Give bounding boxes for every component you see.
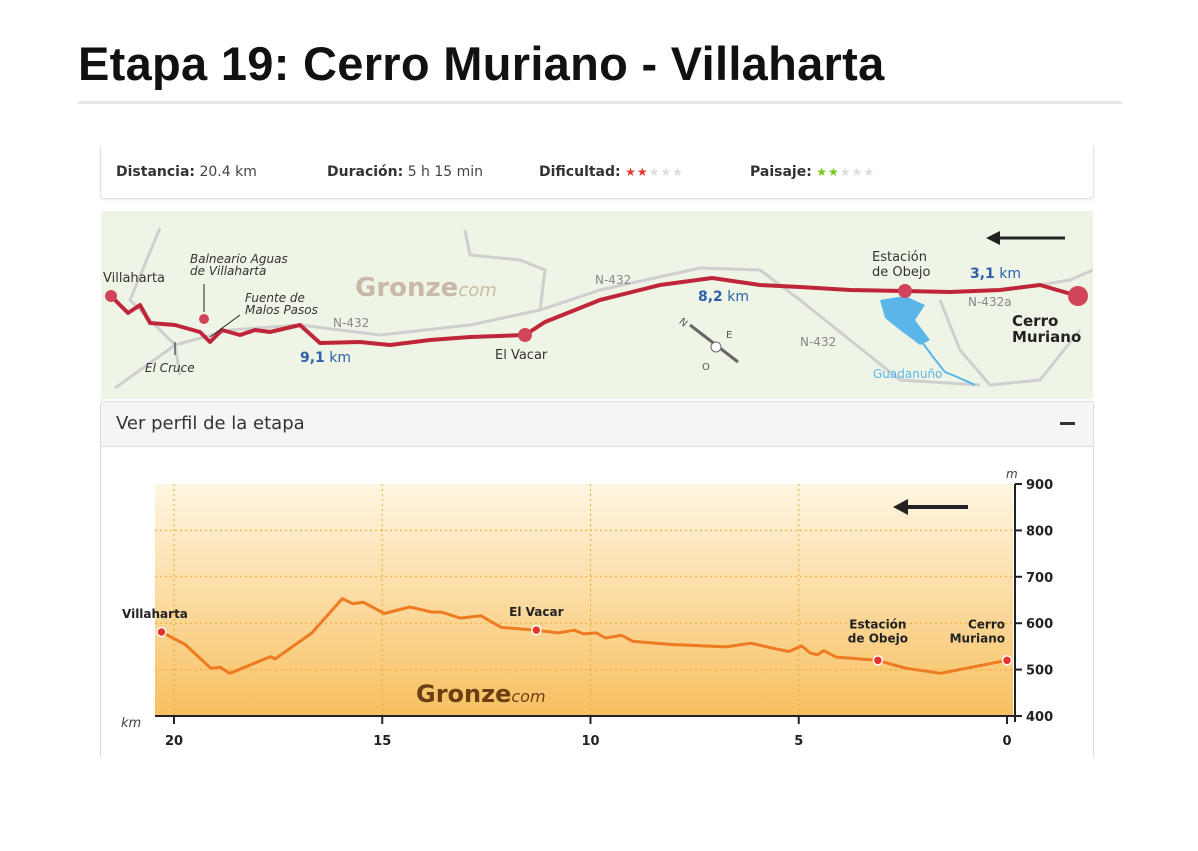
duration-label: Duración:	[327, 164, 404, 180]
marker-cerro-muriano[interactable]	[1068, 286, 1088, 306]
route-map: Gronzecom Villaharta Balneario Aguas de …	[101, 211, 1093, 399]
y-tick-label: 800	[1026, 524, 1053, 539]
star-filled-icon: ★	[636, 165, 649, 179]
difficulty-label: Dificultad:	[539, 164, 621, 180]
waypoint-label-line2: de Obejo	[848, 631, 908, 645]
collapse-minus-icon[interactable]	[1060, 422, 1075, 425]
waypoint-label: Cerro	[968, 617, 1005, 631]
y-tick-label: 400	[1026, 710, 1053, 725]
x-tick-label: 5	[794, 734, 803, 749]
landscape-label: Paisaje:	[750, 164, 812, 180]
duration-value: 5 h 15 min	[407, 164, 484, 180]
label-el-vacar: El Vacar	[495, 348, 548, 363]
waypoint-marker[interactable]	[872, 655, 884, 666]
river	[921, 341, 976, 386]
chart-direction-arrow-icon	[893, 499, 968, 515]
star-filled-icon: ★	[816, 165, 829, 179]
fuente-pointer	[209, 314, 241, 338]
label-fuente-1: Fuente de	[245, 291, 305, 305]
profile-panel-header[interactable]: Ver perfil de la etapa	[100, 401, 1094, 447]
label-balneario-2: de Villaharta	[190, 264, 266, 278]
chart-watermark: Gronzecom	[416, 680, 546, 708]
waypoint-label-line2: Muriano	[950, 631, 1005, 645]
page-title: Etapa 19: Cerro Muriano - Villaharta	[78, 37, 885, 90]
difficulty-stars-icon: ★★★★★	[625, 165, 684, 179]
star-empty-icon: ★	[839, 165, 852, 179]
marker-villaharta[interactable]	[105, 290, 117, 302]
stage-stats: Distancia: 20.4 km Duración: 5 h 15 min …	[100, 146, 1094, 199]
map-background	[101, 211, 1093, 399]
x-tick-label: 20	[165, 734, 183, 749]
label-fuente-2: Malos Pasos	[245, 303, 318, 317]
route-line	[109, 276, 1079, 347]
svg-text:E: E	[726, 330, 732, 341]
waypoint-label: Villaharta	[122, 607, 188, 621]
label-road-4: N-432a	[968, 295, 1012, 309]
reservoir	[880, 296, 930, 345]
label-road-1: N-432	[595, 273, 631, 287]
stat-duration: Duración: 5 h 15 min	[327, 164, 483, 180]
label-el-cruce: El Cruce	[145, 361, 195, 375]
star-filled-icon: ★	[828, 165, 840, 179]
elevation-line	[160, 597, 1008, 675]
star-empty-icon: ★	[851, 165, 864, 179]
stat-difficulty: Dificultad: ★★★★★	[539, 164, 684, 180]
label-villaharta: Villaharta	[103, 271, 165, 286]
profile-container	[100, 446, 1094, 758]
segment-distance-3: 3,1 km	[970, 266, 1021, 282]
label-road-2: N-432	[333, 316, 369, 330]
x-tick-label: 10	[581, 734, 599, 749]
y-tick-label: 900	[1026, 478, 1053, 493]
marker-estacion-obejo[interactable]	[898, 284, 912, 298]
y-tick-label: 600	[1026, 617, 1053, 632]
profile-panel-title: Ver perfil de la etapa	[116, 413, 305, 434]
distance-label: Distancia:	[116, 164, 196, 180]
compass-icon: N E O	[676, 316, 739, 373]
label-cerro-2: Muriano	[1012, 328, 1081, 346]
x-tick-label: 15	[373, 734, 391, 749]
waypoint-label: El Vacar	[509, 605, 563, 619]
label-guadanuno: Guadanuño	[873, 367, 942, 381]
svg-text:O: O	[702, 362, 710, 373]
star-empty-icon: ★	[648, 165, 661, 179]
x-axis-label: km	[121, 716, 141, 731]
y-axis-label: m	[1006, 467, 1018, 481]
y-tick-label: 500	[1026, 664, 1053, 679]
label-estacion-2: de Obejo	[872, 265, 930, 280]
title-divider	[78, 101, 1122, 104]
label-cerro-1: Cerro	[1012, 312, 1058, 330]
waypoint-marker[interactable]	[531, 624, 542, 636]
star-empty-icon: ★	[672, 165, 684, 179]
landscape-stars-icon: ★★★★★	[816, 165, 875, 179]
label-balneario-1: Balneario Aguas	[190, 252, 288, 266]
segment-distance-1: 9,1 km	[300, 350, 351, 366]
segment-distance-2: 8,2 km	[698, 289, 749, 305]
label-estacion-1: Estación	[872, 250, 927, 265]
chart-plot-area	[155, 484, 1013, 716]
marker-balneario[interactable]	[199, 314, 209, 324]
direction-arrow-icon	[986, 231, 1065, 245]
stat-landscape: Paisaje: ★★★★★	[750, 164, 875, 180]
star-filled-icon: ★	[625, 165, 637, 179]
x-tick-label: 0	[1002, 734, 1011, 749]
distance-value: 20.4 km	[199, 164, 257, 180]
star-empty-icon: ★	[660, 165, 673, 179]
y-tick-label: 700	[1026, 571, 1053, 586]
waypoint-marker[interactable]	[156, 626, 167, 638]
label-road-3: N-432	[800, 335, 836, 349]
marker-el-vacar[interactable]	[518, 328, 532, 342]
map-watermark: Gronzecom	[355, 273, 497, 303]
star-empty-icon: ★	[863, 165, 876, 179]
waypoint-marker[interactable]	[1001, 655, 1013, 666]
waypoint-label: Estación	[849, 617, 906, 631]
stat-distance: Distancia: 20.4 km	[116, 164, 257, 180]
